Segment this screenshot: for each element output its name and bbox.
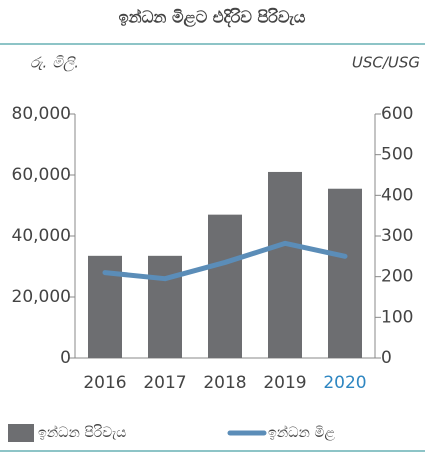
y-tick-label: 0 — [60, 348, 71, 368]
x-tick-label: 2016 — [83, 373, 126, 393]
legend-label: ඉන්ධන පිරිවැය — [38, 425, 126, 441]
bar — [148, 255, 182, 358]
y-tick-label: 80,000 — [12, 104, 71, 124]
y2-axis-label: USC/USG — [352, 54, 420, 72]
y2-tick-label: 300 — [381, 226, 413, 246]
y2-tick-label: 200 — [381, 267, 413, 287]
bar — [268, 171, 302, 358]
line — [102, 240, 348, 282]
legend-swatch — [8, 424, 34, 442]
bar — [328, 188, 362, 358]
y2-tick-label: 100 — [381, 307, 413, 327]
chart-title: ඉන්ධන මිළට එදිරිව පිරිවැය — [119, 8, 306, 29]
y-axis-label: රු. මිලි. — [30, 54, 79, 72]
x-tick-label: 2019 — [263, 373, 306, 393]
y2-tick-label: 500 — [381, 145, 413, 165]
y2-tick-label: 400 — [381, 185, 413, 205]
y-tick-label: 60,000 — [12, 165, 71, 185]
y2-tick-label: 600 — [381, 104, 413, 124]
y-tick-label: 20,000 — [12, 287, 71, 307]
x-tick-label: 2017 — [143, 373, 186, 393]
bar — [208, 214, 242, 358]
legend-label: ඉන්ධන මිළ — [268, 425, 335, 441]
y-tick-label: 40,000 — [12, 226, 71, 246]
x-tick-label: 2020 — [323, 373, 366, 393]
y2-tick-label: 0 — [381, 348, 392, 368]
x-tick-label: 2018 — [203, 373, 246, 393]
